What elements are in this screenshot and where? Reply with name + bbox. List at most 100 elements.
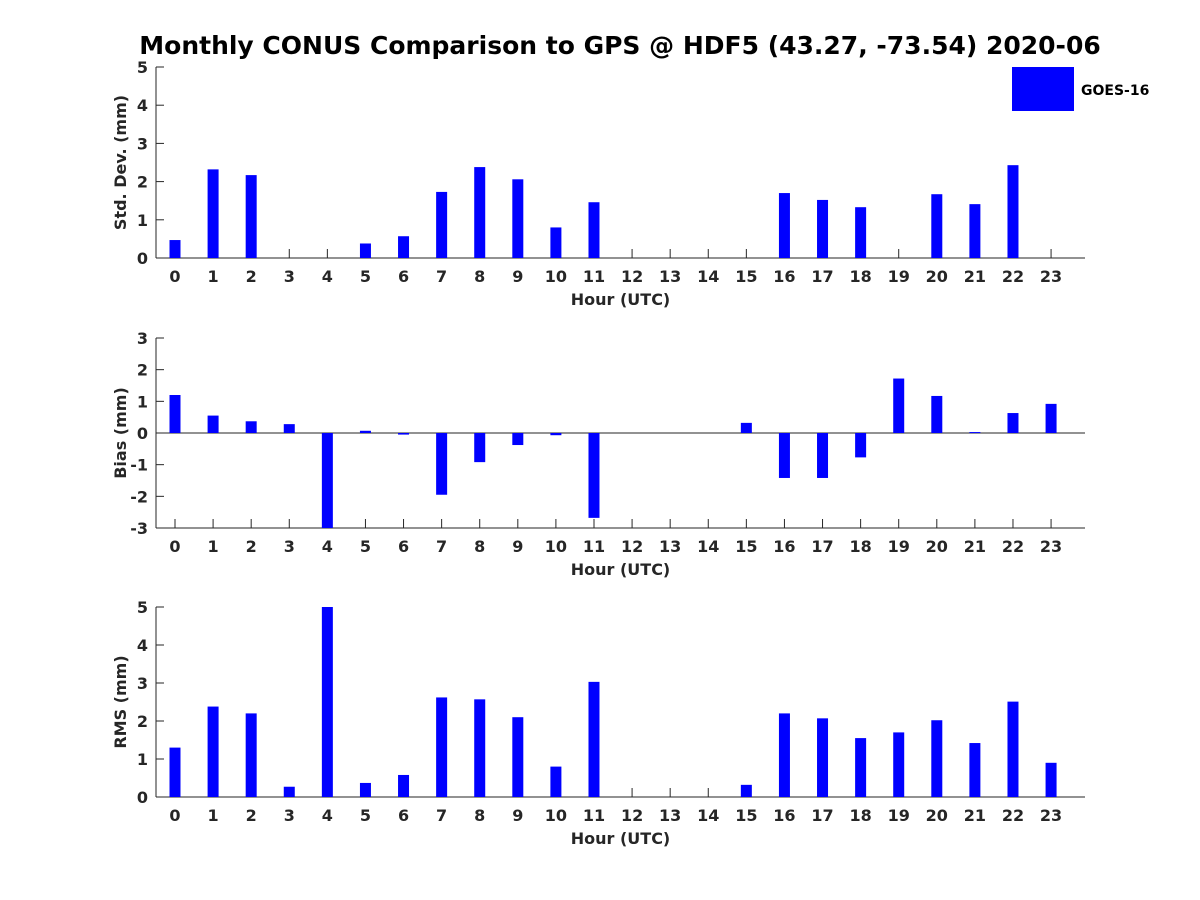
rms-x-tick-label: 3 xyxy=(284,806,295,825)
bias-y-tick-label: -2 xyxy=(130,487,148,506)
bias-bar xyxy=(550,433,562,436)
std-dev-x-tick-label: 1 xyxy=(208,267,219,286)
rms-x-tick-label: 23 xyxy=(1040,806,1062,825)
bias-y-tick-label: 2 xyxy=(137,361,148,380)
rms-x-axis-label: Hour (UTC) xyxy=(571,829,671,848)
bias-x-tick-label: 4 xyxy=(322,537,333,556)
legend-label: GOES-16 xyxy=(1081,83,1149,99)
std-dev-bar xyxy=(169,240,181,258)
std-dev-x-tick-label: 16 xyxy=(773,267,795,286)
bias-bar xyxy=(169,395,181,433)
rms-x-tick-label: 22 xyxy=(1002,806,1024,825)
std-dev-y-tick-label: 3 xyxy=(137,134,148,153)
rms-bar xyxy=(207,706,219,797)
rms-x-tick-label: 2 xyxy=(246,806,257,825)
rms-bar xyxy=(778,713,790,797)
std-dev-x-tick-label: 9 xyxy=(512,267,523,286)
rms-bar xyxy=(893,732,905,797)
bias-bar xyxy=(855,433,867,458)
rms-x-tick-label: 21 xyxy=(964,806,986,825)
std-dev-bar xyxy=(359,243,371,258)
std-dev-x-tick-label: 13 xyxy=(659,267,681,286)
std-dev-bar xyxy=(512,179,524,258)
bias-x-tick-label: 6 xyxy=(398,537,409,556)
rms-x-tick-label: 4 xyxy=(322,806,333,825)
rms-x-tick-label: 18 xyxy=(849,806,871,825)
std-dev-x-tick-label: 23 xyxy=(1040,267,1062,286)
bias-x-tick-label: 18 xyxy=(849,537,871,556)
rms-x-tick-label: 16 xyxy=(773,806,795,825)
std-dev-x-tick-label: 17 xyxy=(811,267,833,286)
bias-bar xyxy=(474,433,486,463)
rms-bar xyxy=(931,720,943,797)
bias-x-tick-label: 10 xyxy=(545,537,567,556)
rms-x-tick-label: 6 xyxy=(398,806,409,825)
rms-bar xyxy=(169,747,181,797)
std-dev-x-tick-label: 8 xyxy=(474,267,485,286)
bias-x-tick-label: 12 xyxy=(621,537,643,556)
bias-x-tick-label: 21 xyxy=(964,537,986,556)
std-dev-x-tick-label: 22 xyxy=(1002,267,1024,286)
rms-bar xyxy=(359,782,371,797)
std-dev-bar xyxy=(436,191,448,258)
bias-x-tick-label: 16 xyxy=(773,537,795,556)
bias-y-tick-label: -3 xyxy=(130,519,148,538)
bias-y-tick-label: 1 xyxy=(137,392,148,411)
bias-y-tick-label: 0 xyxy=(137,424,148,443)
bias-y-tick-label: 3 xyxy=(137,329,148,348)
rms-y-tick-label: 5 xyxy=(137,598,148,617)
std-dev-x-tick-label: 10 xyxy=(545,267,567,286)
rms-x-tick-label: 12 xyxy=(621,806,643,825)
rms-x-tick-label: 20 xyxy=(926,806,948,825)
std-dev-bar xyxy=(550,227,562,258)
std-dev-x-tick-label: 18 xyxy=(849,267,871,286)
std-dev-y-tick-label: 1 xyxy=(137,211,148,230)
bias-y-tick-label: -1 xyxy=(130,456,148,475)
bias-bar xyxy=(512,433,524,446)
std-dev-x-tick-label: 19 xyxy=(888,267,910,286)
rms-x-tick-label: 19 xyxy=(888,806,910,825)
bias-x-tick-label: 9 xyxy=(512,537,523,556)
std-dev-x-tick-label: 4 xyxy=(322,267,333,286)
std-dev-x-tick-label: 20 xyxy=(926,267,948,286)
rms-bar xyxy=(855,738,867,797)
bias-x-tick-label: 14 xyxy=(697,537,719,556)
bias-x-tick-label: 15 xyxy=(735,537,757,556)
std-dev-x-tick-label: 7 xyxy=(436,267,447,286)
rms-bar xyxy=(512,717,524,797)
bias-x-tick-label: 11 xyxy=(583,537,605,556)
bias-x-axis-label: Hour (UTC) xyxy=(571,560,671,579)
std-dev-bar xyxy=(855,207,867,258)
rms-bar xyxy=(588,681,600,797)
bias-bar xyxy=(283,424,295,433)
std-dev-x-tick-label: 14 xyxy=(697,267,719,286)
bias-x-tick-label: 5 xyxy=(360,537,371,556)
std-dev-x-tick-label: 15 xyxy=(735,267,757,286)
std-dev-x-tick-label: 21 xyxy=(964,267,986,286)
std-dev-bar xyxy=(1007,165,1019,258)
rms-y-tick-label: 1 xyxy=(137,750,148,769)
bias-bar xyxy=(321,433,333,528)
bias-x-tick-label: 19 xyxy=(888,537,910,556)
rms-x-tick-label: 10 xyxy=(545,806,567,825)
bias-bar xyxy=(245,421,257,433)
bias-bar xyxy=(359,430,371,433)
bias-x-tick-label: 8 xyxy=(474,537,485,556)
std-dev-x-tick-label: 12 xyxy=(621,267,643,286)
rms-x-tick-label: 9 xyxy=(512,806,523,825)
std-dev-bar xyxy=(778,193,790,258)
std-dev-y-tick-label: 2 xyxy=(137,173,148,192)
bias-bar xyxy=(931,395,943,433)
bias-bar xyxy=(398,433,410,435)
std-dev-bar xyxy=(245,175,257,258)
rms-y-tick-label: 0 xyxy=(137,788,148,807)
legend-swatch xyxy=(1012,67,1074,111)
rms-bar xyxy=(1007,701,1019,797)
bias-x-tick-label: 23 xyxy=(1040,537,1062,556)
rms-x-tick-label: 14 xyxy=(697,806,719,825)
legend: GOES-16 xyxy=(1012,67,1149,111)
